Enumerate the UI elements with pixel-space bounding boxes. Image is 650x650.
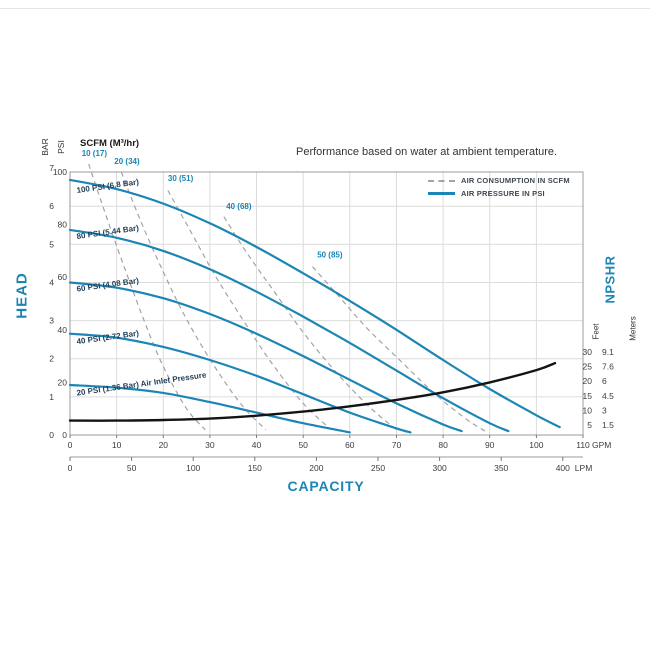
gpm-unit-label: GPM <box>592 440 611 450</box>
air-consumption-curve <box>223 216 397 431</box>
gpm-tick-label: 0 <box>68 440 73 450</box>
legend-item-air-pressure: AIR PRESSURE IN PSI <box>428 189 570 198</box>
bar-axis-label: BAR <box>40 138 50 156</box>
solid-line-swatch-icon <box>428 192 455 195</box>
bar-tick-label: 5 <box>49 239 54 249</box>
lpm-tick-label: 200 <box>309 463 323 473</box>
legend-item-air-consumption: AIR CONSUMPTION IN SCFM <box>428 176 570 185</box>
air-consumption-curve <box>120 171 267 431</box>
bar-tick-label: 1 <box>49 392 54 402</box>
air-pressure-curve-label: 80 PSI (5.44 Bar) <box>76 223 140 241</box>
feet-tick-label: 25 <box>583 362 593 372</box>
plot-border <box>69 171 584 436</box>
top-divider <box>0 8 650 9</box>
meters-axis-label: Meters <box>628 316 638 341</box>
feet-tick-label: 30 <box>583 347 593 357</box>
meters-tick-label: 4.5 <box>602 391 614 401</box>
air-consumption-curve <box>88 163 206 431</box>
gpm-tick-label: 60 <box>345 440 355 450</box>
meters-tick-label: 9.1 <box>602 347 614 357</box>
gpm-tick-label: 40 <box>252 440 262 450</box>
gpm-tick-label: 30 <box>205 440 215 450</box>
feet-tick-label: 5 <box>587 420 592 430</box>
meters-tick-label: 6 <box>602 376 607 386</box>
lpm-tick-label: 50 <box>127 463 137 473</box>
bar-tick-label: 2 <box>49 354 54 364</box>
gpm-tick-label: 70 <box>392 440 402 450</box>
psi-axis-label: PSI <box>56 140 66 154</box>
lpm-unit-label: LPM <box>575 463 592 473</box>
air-consumption-curve <box>167 190 332 431</box>
npshr-curve <box>68 361 557 422</box>
bar-tick-label: 4 <box>49 278 54 288</box>
legend-label-air-consumption: AIR CONSUMPTION IN SCFM <box>461 176 570 185</box>
meters-tick-label: 7.6 <box>602 362 614 372</box>
lpm-tick-label: 300 <box>433 463 447 473</box>
air-pressure-curve <box>68 228 510 433</box>
psi-tick-label: 0 <box>62 430 67 440</box>
gpm-tick-label: 80 <box>438 440 448 450</box>
feet-tick-label: 10 <box>583 405 593 415</box>
bar-tick-label: 7 <box>49 163 54 173</box>
air-pressure-curve <box>68 281 463 433</box>
gpm-tick-label: 110 <box>576 440 590 450</box>
lpm-tick-label: 150 <box>248 463 262 473</box>
feet-tick-label: 20 <box>583 376 593 386</box>
lpm-tick-label: 0 <box>68 463 73 473</box>
capacity-axis-label: CAPACITY <box>287 478 365 494</box>
psi-tick-label: 60 <box>58 272 68 282</box>
npshr-axis-label: NPSHR <box>602 255 618 304</box>
air-pressure-curve <box>68 332 412 434</box>
lpm-tick-label: 250 <box>371 463 385 473</box>
legend: AIR CONSUMPTION IN SCFM AIR PRESSURE IN … <box>428 176 570 202</box>
head-axis-label: HEAD <box>13 272 31 319</box>
dashed-line-swatch-icon <box>428 179 455 182</box>
air-consumption-curve-label: 10 (17) <box>82 149 108 158</box>
gpm-tick-label: 100 <box>529 440 543 450</box>
lpm-tick-label: 400 <box>556 463 570 473</box>
psi-tick-label: 80 <box>58 220 68 230</box>
bar-tick-label: 6 <box>49 201 54 211</box>
meters-tick-label: 3 <box>602 405 607 415</box>
psi-tick-label: 20 <box>58 377 68 387</box>
air-pressure-curve <box>68 178 561 429</box>
psi-tick-label: 100 <box>53 167 67 177</box>
air-pressure-curve <box>68 383 351 434</box>
lpm-tick-label: 100 <box>186 463 200 473</box>
bar-tick-label: 0 <box>49 430 54 440</box>
chart-title: Performance based on water at ambient te… <box>296 146 558 158</box>
feet-axis-label: Feet <box>591 323 601 340</box>
gpm-tick-label: 10 <box>112 440 122 450</box>
lpm-tick-label: 350 <box>494 463 508 473</box>
gpm-tick-label: 20 <box>159 440 169 450</box>
air-consumption-curve-label: 50 (85) <box>317 251 343 260</box>
bar-tick-label: 3 <box>49 316 54 326</box>
air-pressure-curve-label: 20 PSI (1.36 Bar) Air Inlet Pressure <box>76 370 207 397</box>
feet-tick-label: 15 <box>583 391 593 401</box>
gpm-tick-label: 90 <box>485 440 495 450</box>
air-consumption-curve <box>312 266 486 432</box>
air-consumption-curve-label: 30 (51) <box>168 174 194 183</box>
gpm-tick-label: 50 <box>298 440 308 450</box>
air-consumption-curve-label: 20 (34) <box>114 157 140 166</box>
air-pressure-curve-label: 40 PSI (2.72 Bar) <box>76 329 140 347</box>
psi-tick-label: 40 <box>58 325 68 335</box>
legend-label-air-pressure: AIR PRESSURE IN PSI <box>461 189 545 198</box>
air-consumption-curve-label: 40 (68) <box>226 202 252 211</box>
meters-tick-label: 1.5 <box>602 420 614 430</box>
scfm-axis-header: SCFM (M³/hr) <box>80 138 140 149</box>
